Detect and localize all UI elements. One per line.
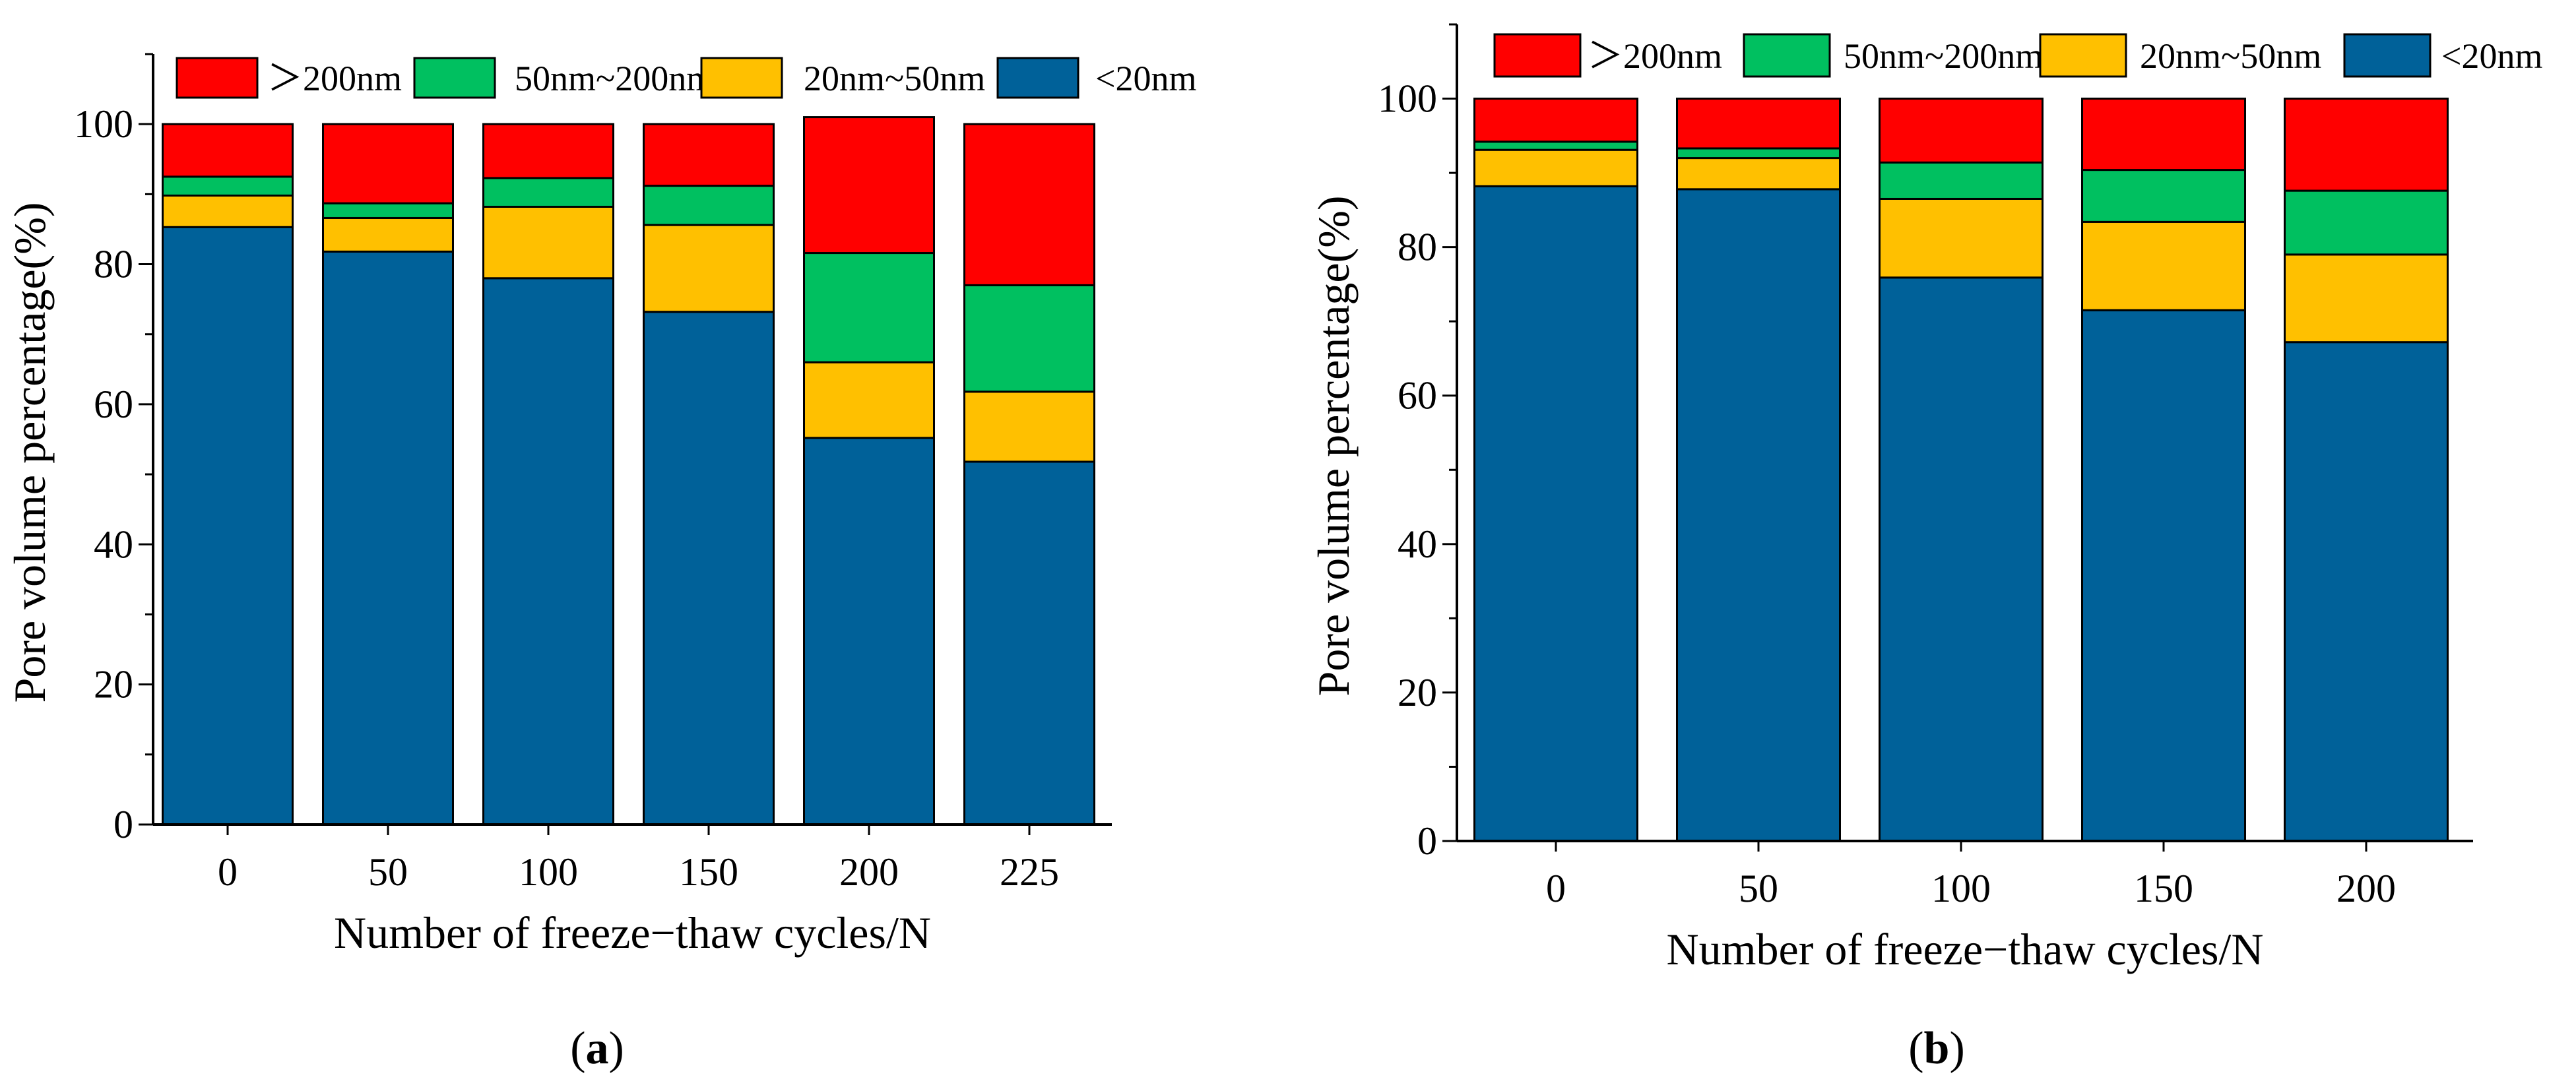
y-tick-label: 20: [94, 663, 133, 706]
bar-a-225-series-2: [963, 284, 1095, 393]
bar-a-150-series-2: [643, 185, 775, 226]
bar-a-50-series-1: [322, 216, 454, 253]
bar-a-150-series-1: [643, 224, 775, 313]
legend-label: 20nm~50nm: [804, 59, 985, 98]
bar-a-0-series-1: [162, 194, 294, 228]
bar-a-150-series-3: [643, 123, 775, 187]
caption-b: (b): [1908, 1023, 1965, 1074]
legend-label: ＞200nm: [267, 59, 402, 98]
bar-b-150-series-0: [2081, 309, 2246, 842]
x-tick-label: 150: [2134, 867, 2193, 910]
panel-a: 0 50 100 150 200 225 0 20 40 60 80 100 Number of fre…: [5, 53, 1196, 958]
bar-a-100-series-1: [482, 205, 614, 280]
bar-a-225-series-1: [963, 390, 1095, 463]
y-tick-label: 20: [1398, 671, 1437, 714]
legend-swatch: [176, 57, 259, 99]
legend-label: 50nm~200nm: [1844, 36, 2043, 76]
bar-b-150-series-3: [2081, 98, 2246, 171]
bar-b-50-series-3: [1676, 98, 1841, 150]
bar-b-50-series-2: [1676, 147, 1841, 160]
bar-b-0-series-1: [1473, 148, 1638, 187]
bar-b-0-series-2: [1473, 140, 1638, 151]
bar-a-0-series-0: [162, 226, 294, 826]
bar-b-100-series-0: [1879, 276, 2044, 842]
bar-a-200-series-3: [803, 116, 935, 255]
y-tick-label: 100: [74, 102, 133, 146]
bar-b-150-series-2: [2081, 169, 2246, 223]
x-tick-label: 200: [839, 850, 899, 894]
caption-a: (a): [570, 1023, 624, 1074]
x-tick-label: 0: [1546, 867, 1566, 910]
legend-label: <20nm: [1095, 59, 1196, 98]
legend-swatch: [413, 57, 496, 99]
legend-swatch: [1493, 33, 1582, 78]
bar-b-0-series-0: [1473, 185, 1638, 842]
x-tick-label: 100: [1931, 867, 1991, 910]
legend-label: <20nm: [2441, 36, 2542, 76]
y-tick-label: 80: [94, 243, 133, 286]
legend-swatch: [2039, 33, 2127, 78]
legend-swatch: [2343, 33, 2431, 78]
y-tick-label: 40: [94, 522, 133, 566]
bar-b-100-series-2: [1879, 161, 2044, 200]
bar-a-200-series-1: [803, 361, 935, 439]
bar-b-50-series-0: [1676, 188, 1841, 842]
bar-a-200-series-2: [803, 252, 935, 363]
bar-b-200-series-0: [2284, 341, 2449, 842]
legend-swatch: [700, 57, 783, 99]
legend-label: ＞200nm: [1588, 36, 1722, 76]
panel-b: 0 50 100 150 200 0 20 40 60 80 100 Number of freeze…: [1308, 23, 2542, 974]
bar-a-100-series-3: [482, 123, 614, 179]
x-tick-label: 50: [1739, 867, 1778, 910]
x-tick-label: 100: [519, 850, 578, 894]
bar-a-50-series-0: [322, 250, 454, 826]
y-axis-title: Pore volume percentage(%): [5, 203, 55, 703]
bar-b-100-series-3: [1879, 98, 2044, 164]
bar-b-50-series-1: [1676, 157, 1841, 191]
x-axis-title: Number of freeze−thaw cycles/N: [1667, 924, 2264, 974]
bar-a-200-series-0: [803, 437, 935, 826]
y-tick-label: 80: [1398, 226, 1437, 269]
bar-a-50-series-3: [322, 123, 454, 204]
y-tick-label: 40: [1398, 522, 1437, 566]
legend-label: 50nm~200nm: [515, 59, 714, 98]
bar-a-0-series-3: [162, 123, 294, 178]
y-tick-label: 60: [94, 383, 133, 426]
y-tick-label: 0: [1417, 819, 1437, 863]
bar-b-200-series-1: [2284, 253, 2449, 344]
bar-b-200-series-3: [2284, 98, 2449, 192]
bar-a-50-series-2: [322, 202, 454, 219]
bar-b-150-series-1: [2081, 220, 2246, 311]
bar-a-225-series-3: [963, 123, 1095, 286]
bar-a-0-series-2: [162, 175, 294, 197]
y-tick-label: 100: [1378, 77, 1437, 121]
y-axis-title: Pore volume percentage(%): [1308, 196, 1359, 697]
x-axis-title: Number of freeze−thaw cycles/N: [334, 908, 931, 958]
bar-b-0-series-3: [1473, 98, 1638, 143]
legend-label: 20nm~50nm: [2140, 36, 2321, 76]
bar-b-200-series-2: [2284, 189, 2449, 256]
legend-swatch: [996, 57, 1079, 99]
legend-swatch: [1743, 33, 1831, 78]
bar-a-150-series-0: [643, 311, 775, 826]
bar-b-100-series-1: [1879, 197, 2044, 279]
x-tick-label: 50: [368, 850, 408, 894]
x-tick-label: 150: [679, 850, 738, 894]
bar-a-225-series-0: [963, 460, 1095, 826]
y-tick-label: 60: [1398, 374, 1437, 418]
x-tick-label: 200: [2336, 867, 2396, 910]
y-tick-label: 0: [113, 803, 133, 846]
bar-a-100-series-0: [482, 277, 614, 826]
bar-a-100-series-2: [482, 177, 614, 208]
x-tick-label: 0: [218, 850, 238, 894]
x-tick-label: 225: [1000, 850, 1059, 894]
